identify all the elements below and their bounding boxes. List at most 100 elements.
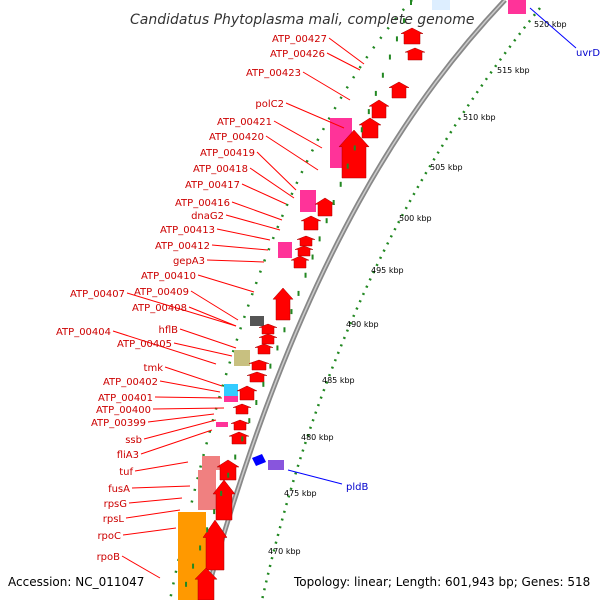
feature-box[interactable]	[268, 460, 284, 470]
gene-label[interactable]: rpoB	[97, 552, 121, 563]
feature-arrow[interactable]	[202, 519, 228, 571]
callout-line	[225, 214, 281, 231]
ruler-tick-label: 510 kbp	[463, 113, 496, 122]
gene-label[interactable]: gepA3	[173, 256, 205, 267]
gene-label[interactable]: ssb	[125, 435, 142, 446]
gene-label[interactable]: ATP_00413	[160, 225, 215, 236]
feature-arrow[interactable]	[290, 255, 310, 269]
gene-label[interactable]: ATP_00423	[246, 68, 301, 79]
ruler-mark	[290, 309, 293, 315]
feature-box[interactable]	[278, 242, 292, 258]
ruler-tick-label: 490 kbp	[346, 320, 379, 329]
callout-line	[173, 342, 233, 357]
gene-label[interactable]: polC2	[255, 99, 284, 110]
callout-line	[326, 52, 361, 71]
callout-line	[179, 328, 237, 349]
ruler-mark	[381, 72, 384, 78]
feature-arrow[interactable]	[400, 27, 424, 45]
callout-line	[529, 7, 577, 49]
gene-label[interactable]: ATP_00418	[193, 164, 248, 175]
feature-box[interactable]	[224, 384, 238, 396]
gene-label[interactable]: tuf	[119, 467, 133, 478]
feature-arrow[interactable]	[212, 479, 236, 521]
gene-label[interactable]: ATP_00416	[175, 198, 230, 209]
feature-arrow[interactable]	[232, 403, 252, 415]
gene-label[interactable]: ATP_00408	[132, 303, 187, 314]
gene-label[interactable]: fusA	[108, 484, 130, 495]
gene-label[interactable]: ATP_00421	[217, 117, 272, 128]
feature-arrow[interactable]	[368, 99, 390, 119]
feature-arrow[interactable]	[228, 431, 250, 445]
feature-arrow[interactable]	[246, 371, 268, 383]
gene-label[interactable]: ATP_00426	[270, 49, 325, 60]
gene-label[interactable]: ATP_00400	[96, 405, 151, 416]
feature-arrow[interactable]	[254, 343, 274, 355]
feature-arrow-pldb[interactable]	[252, 454, 266, 466]
gene-label[interactable]: dnaG2	[191, 211, 224, 222]
feature-box[interactable]	[224, 396, 238, 402]
feature-box[interactable]	[216, 422, 228, 427]
gene-label-pldb[interactable]: pldB	[346, 482, 368, 493]
feature-arrow[interactable]	[236, 385, 258, 401]
ruler-mark	[297, 290, 300, 296]
callout-line	[122, 527, 177, 536]
feature-arrow[interactable]	[194, 567, 218, 600]
callout-line	[134, 461, 189, 472]
feature-arrow[interactable]	[258, 333, 278, 345]
feature-arrow[interactable]	[388, 81, 410, 99]
ruler-mark	[206, 527, 209, 533]
gene-label[interactable]: rpsG	[104, 499, 127, 510]
gene-label-uvrd[interactable]: uvrD	[576, 48, 600, 59]
feature-arrow[interactable]	[338, 129, 370, 179]
callout-line	[154, 396, 223, 399]
callout-line	[197, 274, 255, 293]
ruler-mark	[346, 163, 349, 169]
ruler-mark	[234, 454, 237, 460]
gene-label[interactable]: ATP_00399	[91, 418, 146, 429]
feature-arrow[interactable]	[314, 197, 336, 217]
gene-label[interactable]: fliA3	[117, 450, 139, 461]
feature-arrow[interactable]	[272, 287, 294, 321]
gene-label[interactable]: ATP_00409	[134, 287, 189, 298]
feature-arrow[interactable]	[216, 459, 240, 481]
gene-label[interactable]: ATP_00402	[103, 377, 158, 388]
gene-label[interactable]: rpoC	[97, 531, 121, 542]
gene-label[interactable]: tmk	[144, 363, 164, 374]
feature-arrow[interactable]	[404, 47, 426, 61]
feature-box[interactable]	[508, 0, 526, 14]
gene-label[interactable]: hflB	[159, 325, 179, 336]
feature-box[interactable]	[250, 316, 264, 326]
gene-label[interactable]: ATP_00407	[70, 289, 125, 300]
gene-label[interactable]: ATP_00417	[185, 180, 240, 191]
feature-box[interactable]	[234, 350, 250, 366]
gene-label[interactable]: ATP_00405	[117, 339, 172, 350]
gene-label[interactable]: ATP_00401	[98, 393, 153, 404]
callout-line	[143, 419, 217, 440]
feature-arrow[interactable]	[296, 235, 316, 247]
feature-arrow[interactable]	[300, 215, 322, 231]
ruler-mark	[269, 363, 272, 369]
gene-features	[178, 0, 526, 600]
gene-label[interactable]: ATP_00419	[200, 148, 255, 159]
gene-label[interactable]: ATP_00404	[56, 327, 111, 338]
callout-line	[216, 228, 271, 241]
feature-arrow[interactable]	[294, 245, 314, 257]
callout-line	[128, 497, 183, 504]
feature-box[interactable]	[300, 190, 316, 212]
feature-arrow[interactable]	[258, 323, 278, 335]
gene-label[interactable]: ATP_00427	[272, 34, 327, 45]
ruler-tick-label: 475 kbp	[284, 489, 317, 498]
ruler-mark	[185, 581, 188, 587]
accession-label: Accession: NC_011047	[8, 575, 144, 589]
gene-label[interactable]: ATP_00410	[141, 271, 196, 282]
feature-box[interactable]	[198, 470, 216, 510]
feature-box[interactable]	[432, 0, 450, 10]
gene-label[interactable]: rpsL	[103, 514, 125, 525]
gene-label[interactable]: ATP_00412	[155, 241, 210, 252]
feature-box[interactable]	[202, 456, 220, 470]
feature-arrow[interactable]	[248, 359, 270, 371]
feature-arrow[interactable]	[358, 117, 382, 139]
backbone-arc-highlight	[204, 0, 506, 600]
feature-arrow[interactable]	[230, 419, 250, 431]
gene-label[interactable]: ATP_00420	[209, 132, 264, 143]
